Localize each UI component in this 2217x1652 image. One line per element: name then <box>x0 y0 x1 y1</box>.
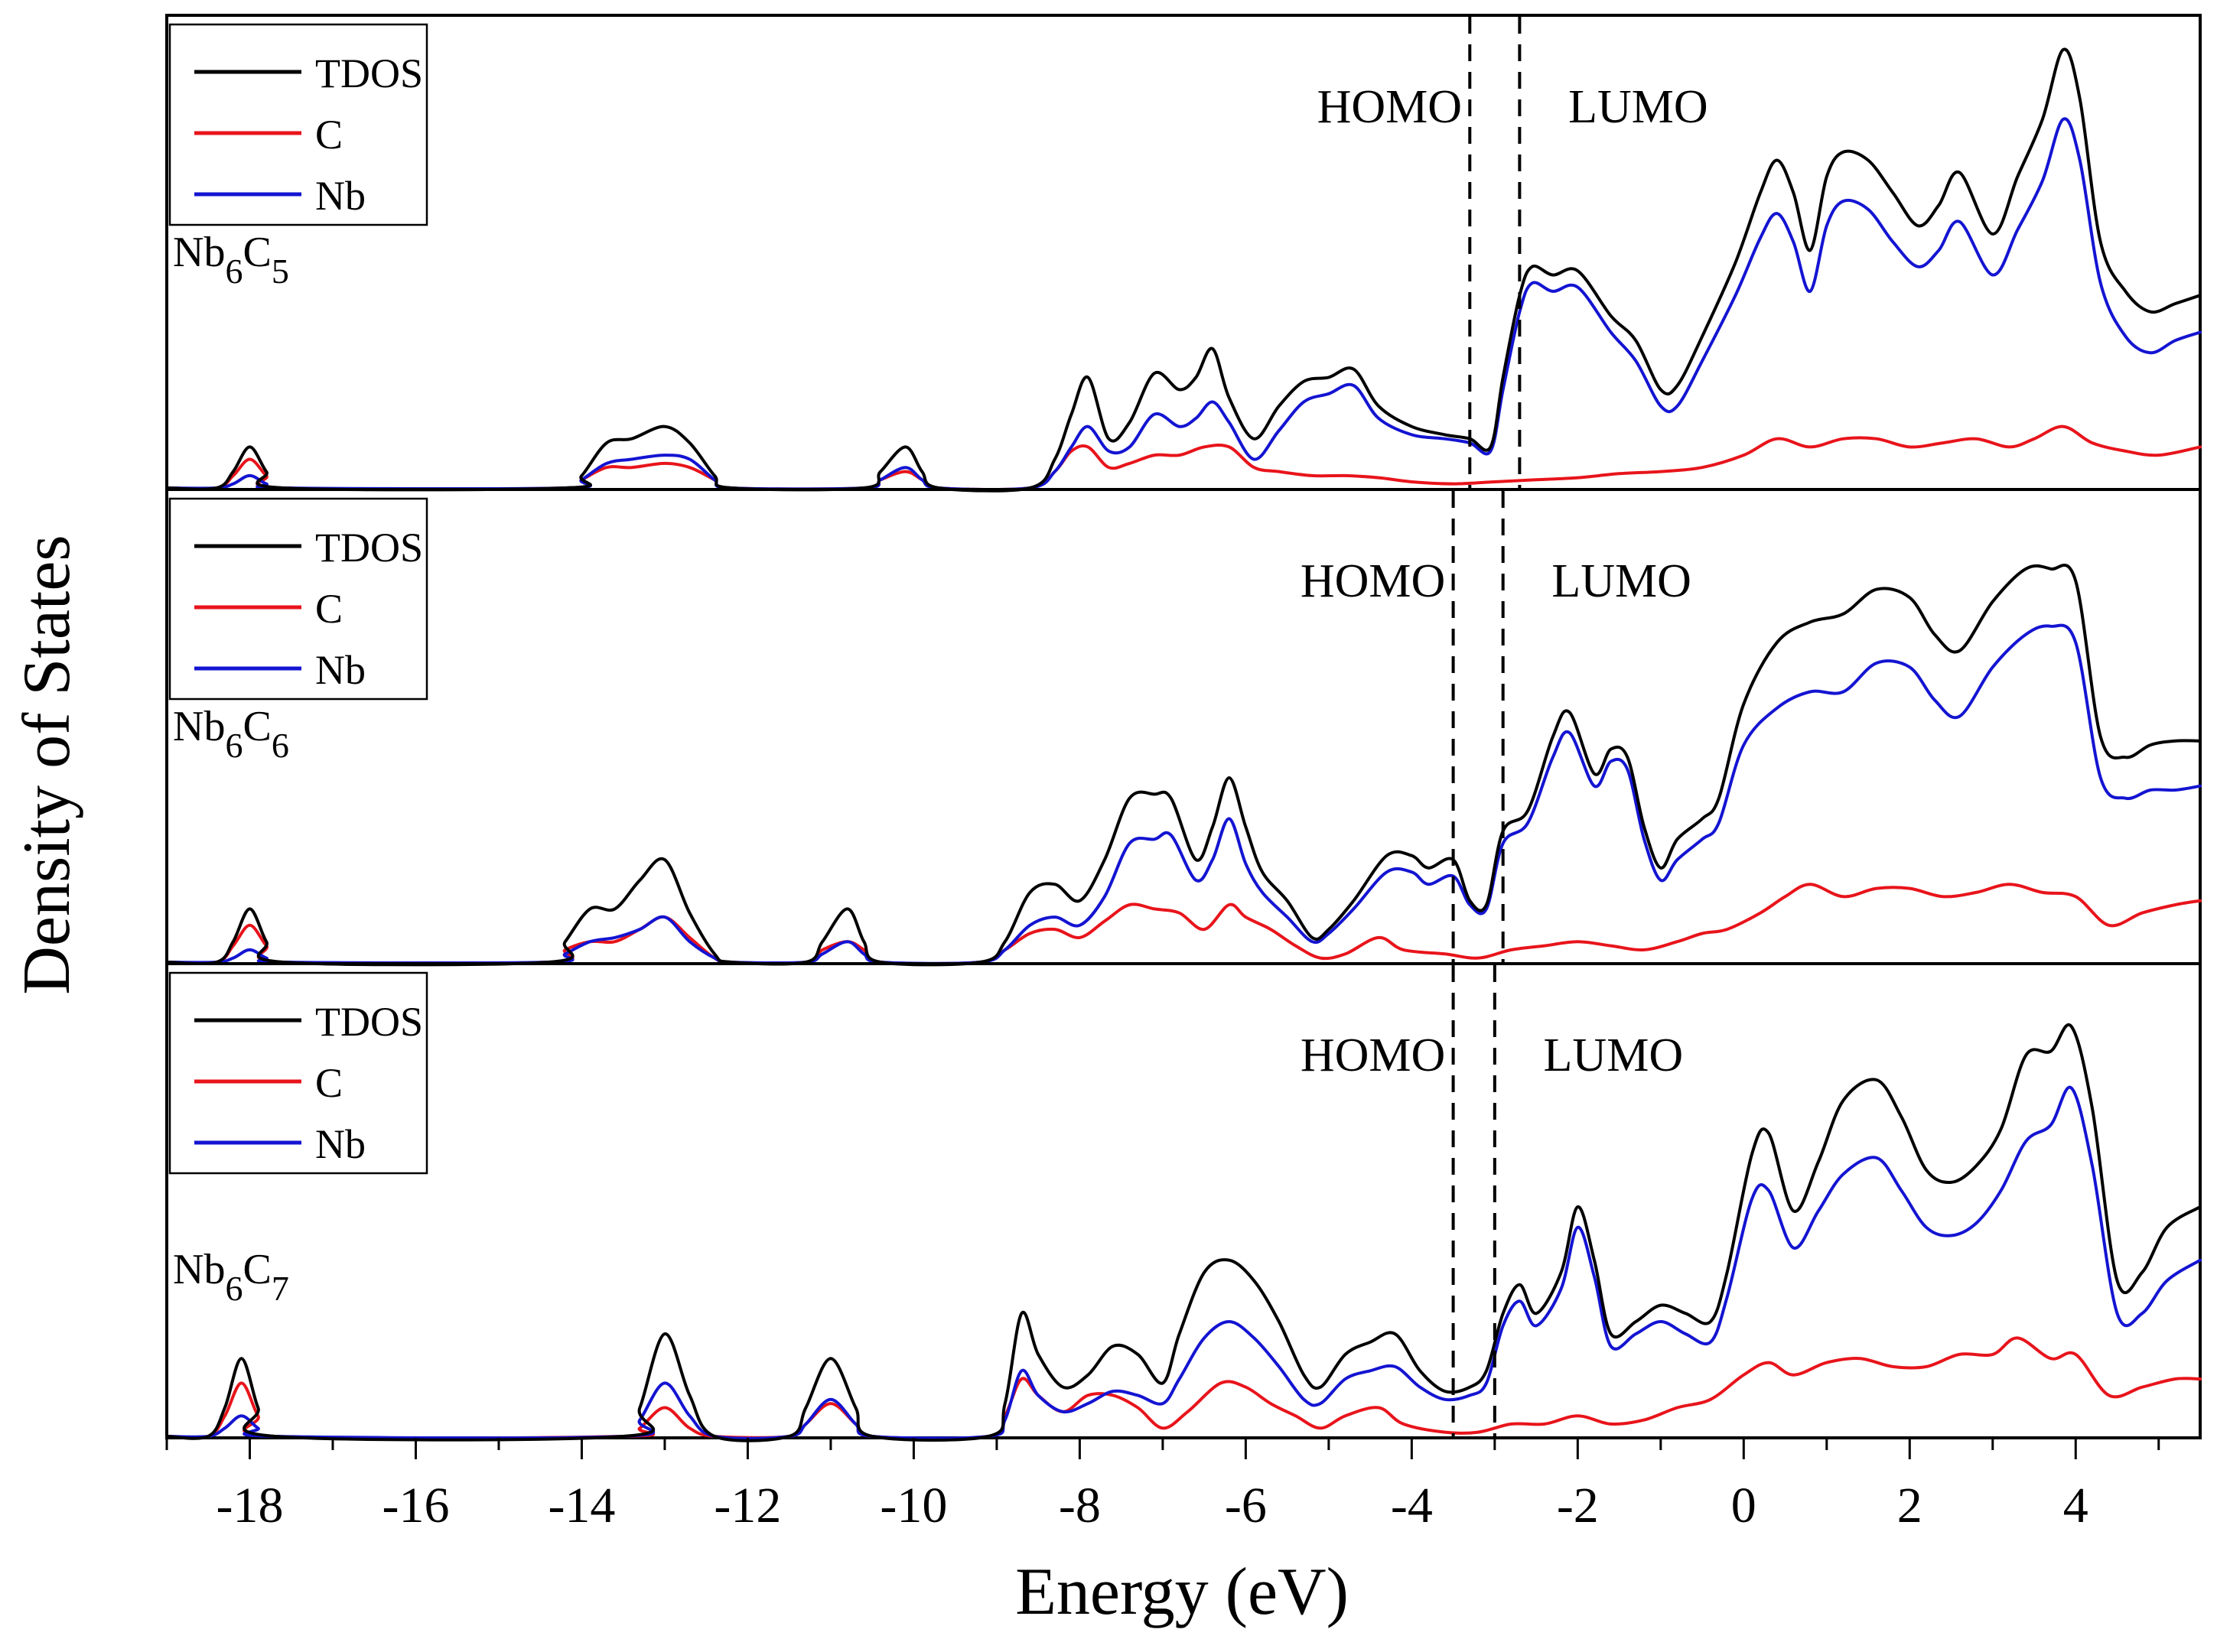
compound-label-subscript: 5 <box>272 252 289 291</box>
homo-label: HOMO <box>1317 81 1462 133</box>
legend-box <box>168 497 428 701</box>
legend: TDOS C Nb <box>168 971 428 1175</box>
x-tick-label: -16 <box>382 1478 449 1533</box>
series-c-line <box>165 1336 2202 1440</box>
compound-label-subscript: 6 <box>272 726 289 765</box>
legend-label-tdos: TDOS <box>315 50 423 96</box>
legend-label-c: C <box>315 586 343 632</box>
compound-label-subscript: 6 <box>225 252 243 291</box>
x-tick-label: -8 <box>1059 1478 1101 1533</box>
homo-label: HOMO <box>1301 555 1445 607</box>
panel-frame <box>165 488 2202 965</box>
legend-label-tdos: TDOS <box>315 999 423 1045</box>
legend-box <box>168 971 428 1175</box>
legend-box <box>168 23 428 226</box>
x-tick-label: -10 <box>880 1478 947 1533</box>
compound-label: Nb6C7 <box>173 1246 289 1308</box>
compound-label-subscript: 7 <box>272 1269 289 1308</box>
x-tick-label: 2 <box>1897 1478 1922 1533</box>
x-tick-label: 0 <box>1731 1478 1756 1533</box>
compound-label-text: Nb <box>173 1246 225 1293</box>
lumo-label: LUMO <box>1568 81 1708 133</box>
compound-label: Nb6C6 <box>173 703 289 765</box>
series-tdos-line <box>165 47 2202 493</box>
x-tick-label: 4 <box>2063 1478 2088 1533</box>
legend-label-c: C <box>315 1060 343 1106</box>
legend-label-c: C <box>315 112 343 158</box>
homo-label: HOMO <box>1301 1029 1445 1081</box>
series-c-line <box>165 424 2202 492</box>
compound-label-subscript: 6 <box>225 1269 243 1308</box>
lumo-label: LUMO <box>1544 1029 1684 1081</box>
lumo-label: LUMO <box>1551 555 1691 607</box>
x-tick-label: -6 <box>1225 1478 1267 1533</box>
x-tick-label: -12 <box>714 1478 781 1533</box>
y-axis-title: Density of States <box>10 535 84 994</box>
x-tick-label: -4 <box>1391 1478 1433 1533</box>
series-tdos-line <box>165 1023 2202 1442</box>
series-nb-line <box>165 1085 2202 1440</box>
panel-frame <box>165 962 2202 1439</box>
x-tick-label: -14 <box>548 1478 615 1533</box>
legend: TDOS C Nb <box>168 23 428 226</box>
x-axis-title: Energy (eV) <box>1015 1555 1349 1629</box>
legend-label-nb: Nb <box>315 1121 366 1167</box>
compound-label-subscript: 6 <box>225 726 243 765</box>
series-tdos-line <box>165 563 2202 967</box>
series-nb-line <box>165 623 2202 965</box>
compound-label-text: C <box>243 703 271 750</box>
panel-frame <box>165 14 2202 491</box>
compound-label-text: Nb <box>173 229 225 276</box>
x-axis: -18 -16 -14 -12 -10 -8 -6 -4 -2 0 2 4 <box>165 1438 2160 1533</box>
legend-label-nb: Nb <box>315 173 366 219</box>
legend: TDOS C Nb <box>168 497 428 701</box>
compound-label-text: C <box>243 1246 271 1293</box>
series-c-line <box>165 883 2202 966</box>
compound-label-text: C <box>243 229 271 276</box>
x-tick-label: -2 <box>1557 1478 1599 1533</box>
legend-label-nb: Nb <box>315 647 366 693</box>
compound-label: Nb6C5 <box>173 229 289 291</box>
series-nb-line <box>165 117 2202 492</box>
compound-label-text: Nb <box>173 703 225 750</box>
legend-label-tdos: TDOS <box>315 525 423 571</box>
x-tick-label: -18 <box>216 1478 283 1533</box>
